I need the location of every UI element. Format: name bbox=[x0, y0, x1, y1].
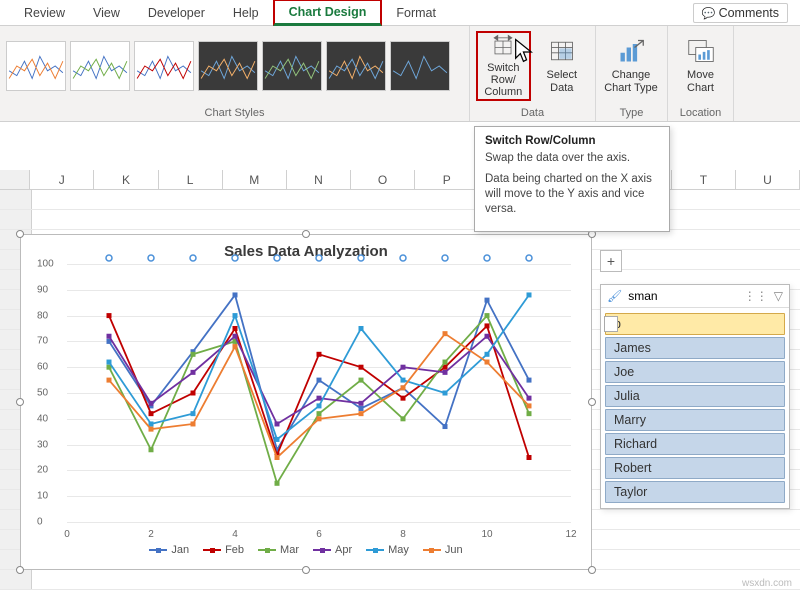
change-chart-type-button[interactable]: Change Chart Type bbox=[602, 31, 660, 101]
filter-icon[interactable]: ▽ bbox=[774, 289, 783, 303]
move-chart-icon bbox=[687, 37, 715, 65]
filter-item[interactable]: James bbox=[605, 337, 785, 359]
column-header[interactable]: O bbox=[351, 170, 415, 189]
move-chart-button[interactable]: Move Chart bbox=[674, 31, 727, 101]
filter-header-text: sman bbox=[628, 289, 657, 303]
legend-item[interactable]: Mar bbox=[258, 544, 299, 556]
select-data-icon bbox=[548, 37, 576, 65]
resize-handle[interactable] bbox=[16, 398, 24, 406]
brush-icon: 🖌 bbox=[607, 289, 622, 303]
y-axis-label: 70 bbox=[37, 336, 48, 347]
legend-item[interactable]: Jun bbox=[423, 544, 463, 556]
chart-styles-gallery[interactable] bbox=[0, 26, 469, 105]
tab-review[interactable]: Review bbox=[10, 2, 79, 24]
column-header[interactable]: T bbox=[672, 170, 736, 189]
chart-container[interactable]: Sales Data Analyzation 01020304050607080… bbox=[20, 234, 592, 570]
legend-item[interactable]: Jan bbox=[149, 544, 189, 556]
resize-handle[interactable] bbox=[16, 230, 24, 238]
x-axis-label: 12 bbox=[565, 529, 576, 540]
tab-view[interactable]: View bbox=[79, 2, 134, 24]
filter-panel: 🖌 sman ⋮⋮ ▽ bJamesJoeJuliaMarryRichardRo… bbox=[600, 284, 790, 509]
y-axis-label: 30 bbox=[37, 439, 48, 450]
column-header[interactable] bbox=[0, 170, 30, 189]
x-axis-label: 2 bbox=[148, 529, 154, 540]
ribbon-tabs: Review View Developer Help Chart Design … bbox=[0, 0, 800, 26]
watermark: wsxdn.com bbox=[742, 578, 792, 589]
tab-help[interactable]: Help bbox=[219, 2, 273, 24]
tab-developer[interactable]: Developer bbox=[134, 2, 219, 24]
tooltip-switch-row-column: Switch Row/Column Swap the data over the… bbox=[474, 126, 670, 232]
chart-style-thumb[interactable] bbox=[390, 41, 450, 91]
filter-item[interactable]: Joe bbox=[605, 361, 785, 383]
change-chart-type-icon bbox=[617, 37, 645, 65]
filter-item[interactable]: b bbox=[605, 313, 785, 335]
group-label-chart-styles: Chart Styles bbox=[0, 105, 469, 121]
chart-plot[interactable]: 0102030405060708090100024681012 bbox=[67, 264, 571, 522]
select-data-button[interactable]: Select Data bbox=[535, 31, 589, 101]
legend-item[interactable]: Feb bbox=[203, 544, 244, 556]
chart-style-thumb[interactable] bbox=[134, 41, 194, 91]
y-axis-label: 10 bbox=[37, 491, 48, 502]
group-label-location: Location bbox=[668, 105, 733, 121]
y-axis-label: 50 bbox=[37, 388, 48, 399]
chart-elements-button[interactable]: + bbox=[600, 250, 622, 272]
chart-style-thumb[interactable] bbox=[326, 41, 386, 91]
column-headers: JKLMNOPQRSTU bbox=[0, 170, 800, 190]
chart-legend[interactable]: Jan Feb Mar Apr May Jun bbox=[21, 540, 591, 560]
switch-row-column-button[interactable]: Switch Row/ Column bbox=[476, 31, 531, 101]
y-axis-label: 40 bbox=[37, 413, 48, 424]
filter-item[interactable]: Julia bbox=[605, 385, 785, 407]
chart-style-thumb[interactable] bbox=[262, 41, 322, 91]
filter-item[interactable]: Robert bbox=[605, 457, 785, 479]
x-axis-label: 4 bbox=[232, 529, 238, 540]
column-header[interactable]: U bbox=[736, 170, 800, 189]
resize-handle[interactable] bbox=[302, 566, 310, 574]
column-header[interactable]: L bbox=[159, 170, 223, 189]
legend-item[interactable]: Apr bbox=[313, 544, 352, 556]
resize-handle[interactable] bbox=[302, 230, 310, 238]
filter-item[interactable]: Taylor bbox=[605, 481, 785, 503]
tab-format[interactable]: Format bbox=[382, 2, 450, 24]
y-axis-label: 20 bbox=[37, 465, 48, 476]
y-axis-label: 60 bbox=[37, 362, 48, 373]
resize-handle[interactable] bbox=[588, 398, 596, 406]
column-header[interactable]: N bbox=[287, 170, 351, 189]
chart-style-thumb[interactable] bbox=[198, 41, 258, 91]
group-label-data: Data bbox=[470, 105, 595, 121]
filter-list[interactable]: bJamesJoeJuliaMarryRichardRobertTaylor bbox=[601, 308, 789, 508]
x-axis-label: 8 bbox=[400, 529, 406, 540]
y-axis-label: 100 bbox=[37, 259, 54, 270]
resize-handle[interactable] bbox=[16, 566, 24, 574]
y-axis-label: 80 bbox=[37, 310, 48, 321]
filter-item[interactable]: Richard bbox=[605, 433, 785, 455]
cursor-icon bbox=[511, 38, 539, 66]
comments-button[interactable]: Comments bbox=[693, 3, 788, 23]
chart-style-thumb[interactable] bbox=[70, 41, 130, 91]
column-header[interactable]: M bbox=[223, 170, 287, 189]
column-header[interactable]: J bbox=[30, 170, 94, 189]
y-axis-label: 90 bbox=[37, 284, 48, 295]
column-header[interactable]: K bbox=[94, 170, 158, 189]
x-axis-label: 0 bbox=[64, 529, 70, 540]
ribbon: Chart Styles Switch Row/ Column Select D… bbox=[0, 26, 800, 122]
x-axis-label: 10 bbox=[481, 529, 492, 540]
chart-style-thumb[interactable] bbox=[6, 41, 66, 91]
multi-select-icon[interactable]: ⋮⋮ bbox=[744, 289, 768, 303]
x-axis-label: 6 bbox=[316, 529, 322, 540]
resize-handle[interactable] bbox=[588, 566, 596, 574]
legend-item[interactable]: May bbox=[366, 544, 409, 556]
filter-item[interactable]: Marry bbox=[605, 409, 785, 431]
group-label-type: Type bbox=[596, 105, 667, 121]
column-header[interactable]: P bbox=[415, 170, 479, 189]
tab-chart-design[interactable]: Chart Design bbox=[273, 0, 383, 26]
y-axis-label: 0 bbox=[37, 517, 43, 528]
